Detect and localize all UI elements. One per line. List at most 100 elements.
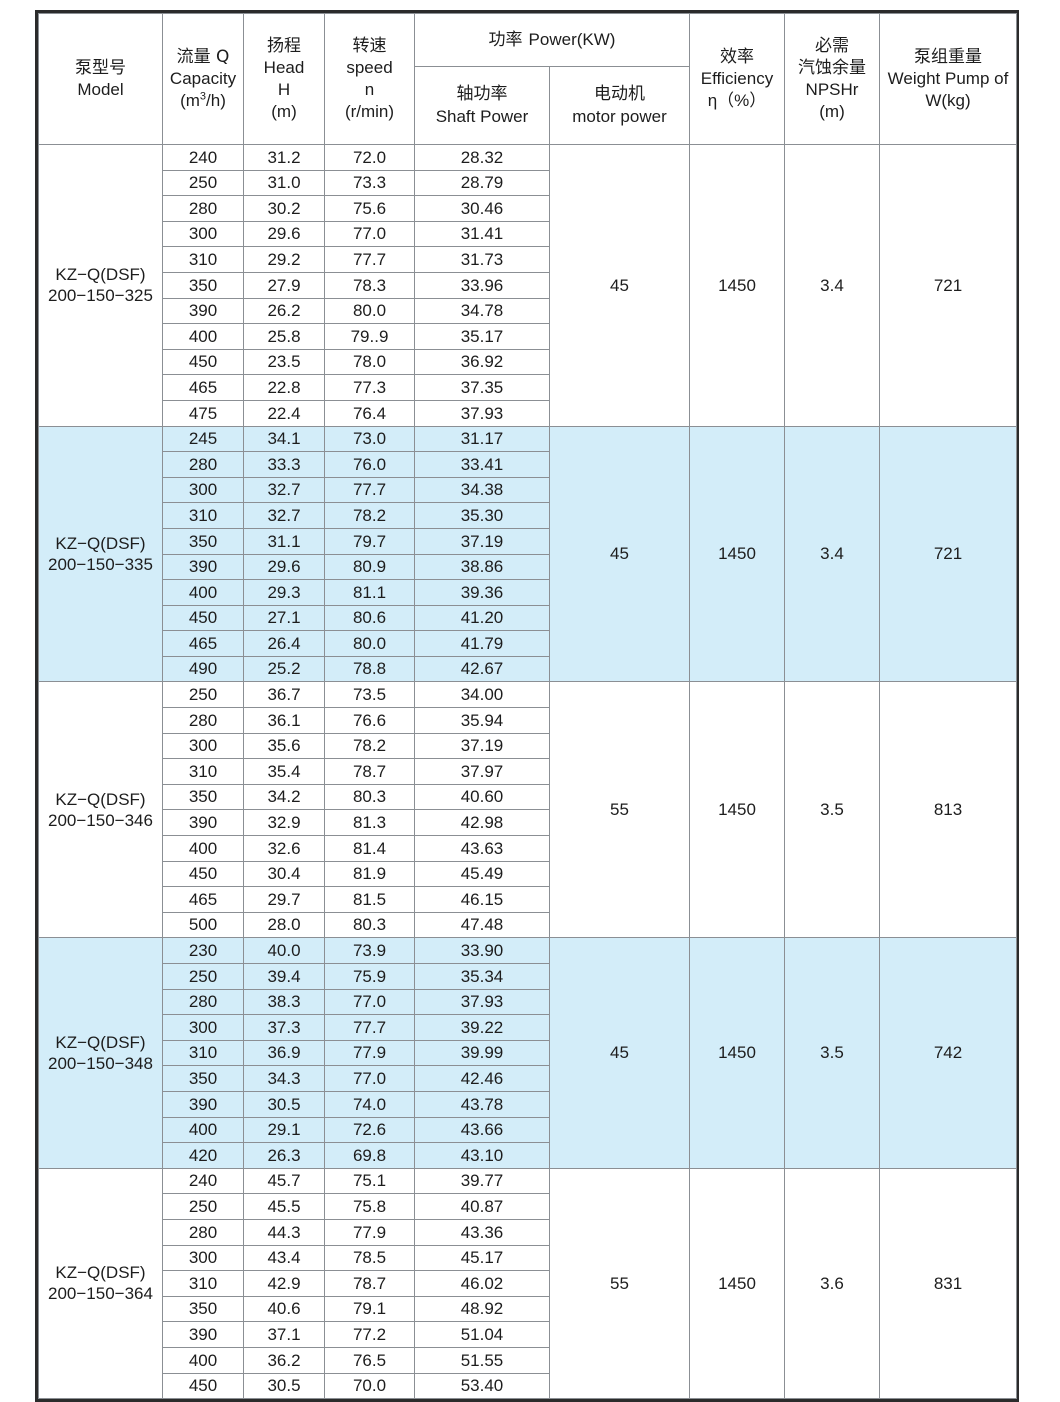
cell-shaft-power: 28.32 [414,144,550,171]
cell-speed: 80.3 [324,783,415,811]
cell-shaft-power: 43.63 [414,835,550,862]
cell-head: 45.5 [243,1193,325,1220]
cell-head: 36.2 [243,1346,325,1374]
table-row: 400 29.3 81.1 39.36 [39,579,1017,606]
table-row: 310 42.9 78.7 46.02 [39,1270,1017,1297]
table-row: KZ−Q(DSF) 200−150−346 250 36.7 73.5 34.00 55 14… [38,681,1017,939]
cell-head: 36.9 [243,1039,325,1067]
table-row: 390 26.2 80.0 34.78 [39,297,1017,325]
cell-speed: 81.5 [324,886,415,913]
col-header-speed-cn: 转速 [352,35,387,56]
cell-head: 29.6 [243,553,325,581]
cell-shaft-power: 42.67 [414,655,550,683]
cell-shaft-power: 39.99 [414,1039,550,1067]
cell-capacity: 350 [162,1065,244,1092]
cell-speed: 78.7 [324,1270,415,1297]
cell-npshr: 3.5 [784,681,880,939]
col-header-motor-power-en: motor power [572,106,667,126]
cell-npshr: 3.6 [784,1167,880,1400]
cell-capacity: 465 [162,886,244,913]
cell-efficiency: 1450 [689,425,785,683]
table-row: 390 29.6 80.9 38.86 [39,553,1017,581]
cell-capacity: 310 [162,758,244,785]
table-row: 300 43.4 78.5 45.17 [39,1244,1017,1272]
cell-speed: 72.6 [324,1116,415,1144]
col-header-efficiency: 效率 Efficiency η（%） [689,13,785,145]
cell-model-line1: KZ−Q(DSF) [55,533,146,553]
cell-shaft-power: 45.49 [414,860,550,888]
table-row: 350 34.2 80.3 40.60 [39,783,1017,811]
cell-capacity: 310 [162,1039,244,1067]
cell-shaft-power: 40.87 [414,1193,550,1220]
pump-spec-table-wrapper: 泵型号 Model 流量 Q Capacity (m3/h) 扬程 [35,10,1019,1402]
cell-head: 40.0 [243,937,325,964]
cell-speed: 77.2 [324,1321,415,1348]
col-header-head-en: Head [263,57,305,77]
col-header-capacity-cn: 流量 Q [176,46,230,67]
table-row: 420 26.3 69.8 43.10 [39,1142,1017,1169]
cell-weight: 831 [879,1167,1017,1400]
table-row: 300 35.6 78.2 37.19 [39,732,1017,760]
table-row: 450 27.1 80.6 41.20 [39,604,1017,632]
cell-head: 40.6 [243,1295,325,1323]
cell-motor-power: 45 [549,425,690,683]
cell-speed: 81.3 [324,809,415,837]
table-row: 475 22.4 76.4 37.93 [39,399,1017,427]
cell-capacity: 390 [162,297,244,325]
col-header-head-unit: (m) [271,102,297,122]
cell-model: KZ−Q(DSF) 200−150−364 [38,1167,163,1400]
cell-npshr: 3.4 [784,144,880,427]
cell-shaft-power: 33.41 [414,451,550,478]
cell-efficiency: 1450 [689,1167,785,1400]
cell-shaft-power: 28.79 [414,169,550,197]
cell-model-line1: KZ−Q(DSF) [55,1032,146,1052]
cell-motor-power: 55 [549,681,690,939]
cell-model-line2: 200−150−346 [48,810,153,830]
table-row: 310 35.4 78.7 37.97 [39,758,1017,785]
cell-model-line1: KZ−Q(DSF) [55,789,146,809]
table-row: 280 30.2 75.6 30.46 [39,195,1017,222]
col-header-weight-cn: 泵组重量 [914,46,982,67]
cell-shaft-power: 39.77 [414,1167,550,1195]
cell-head: 29.3 [243,579,325,606]
cell-shaft-power: 36.92 [414,348,550,376]
cell-shaft-power: 51.04 [414,1321,550,1348]
cell-speed: 75.9 [324,963,415,990]
col-header-speed-symbol: n [364,80,375,99]
cell-shaft-power: 31.73 [414,246,550,273]
cell-shaft-power: 45.17 [414,1244,550,1272]
cell-speed: 81.9 [324,860,415,888]
cell-head: 28.0 [243,911,325,939]
col-header-head-symbol: H [277,80,291,99]
cell-speed: 72.0 [324,144,415,171]
cell-speed: 76.5 [324,1346,415,1374]
cell-model: KZ−Q(DSF) 200−150−325 [38,144,163,427]
page-root: 泵型号 Model 流量 Q Capacity (m3/h) 扬程 [35,10,1019,1402]
table-row: KZ−Q(DSF) 200−150−325 240 31.2 72.0 28.32 45 14… [38,144,1017,427]
cell-shaft-power: 33.96 [414,271,550,299]
cell-head: 36.7 [243,681,325,709]
cell-model-line2: 200−150−335 [48,555,153,574]
table-row: 280 36.1 76.6 35.94 [39,707,1017,734]
cell-shaft-power: 43.78 [414,1090,550,1118]
cell-shaft-power: 43.10 [414,1142,550,1169]
table-row: 490 25.2 78.8 42.67 [39,655,1017,683]
cell-model-line1: KZ−Q(DSF) [55,1263,146,1283]
cell-speed: 79.7 [324,527,415,555]
cell-capacity: 280 [162,1218,244,1246]
cell-speed: 78.7 [324,758,415,785]
col-header-speed: 转速 speed n (r/min) [324,13,415,145]
cell-capacity: 300 [162,1244,244,1272]
cell-shaft-power: 34.38 [414,476,550,504]
col-header-power-group-cn: 功率 [488,29,523,50]
col-header-shaft-power: 轴功率 Shaft Power [414,66,550,145]
cell-capacity: 300 [162,1014,244,1041]
cell-model: KZ−Q(DSF) 200−150−348 [38,937,163,1169]
cell-speed: 73.5 [324,681,415,709]
cell-speed: 77.3 [324,374,415,401]
cell-model-line2: 200−150−348 [48,1054,153,1074]
cell-shaft-power: 39.22 [414,1014,550,1041]
cell-head: 30.5 [243,1372,325,1400]
col-header-head: 扬程 Head H (m) [243,13,325,145]
cell-shaft-power: 46.02 [414,1270,550,1297]
